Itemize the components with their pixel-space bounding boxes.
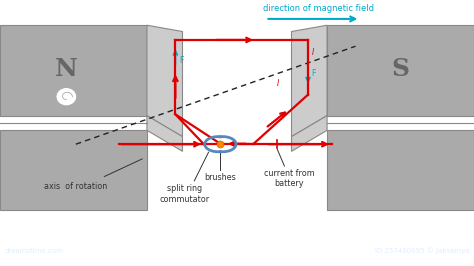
Polygon shape (292, 25, 327, 137)
Text: F: F (179, 56, 183, 65)
Text: axis  of rotation: axis of rotation (44, 182, 108, 191)
Polygon shape (327, 130, 474, 210)
Polygon shape (147, 116, 182, 151)
Text: ID 257460095 © Jaksamya: ID 257460095 © Jaksamya (375, 247, 469, 254)
Text: current from
battery: current from battery (264, 169, 315, 188)
Text: split ring
commutator: split ring commutator (160, 184, 210, 203)
Polygon shape (147, 25, 182, 137)
Text: N: N (55, 57, 78, 81)
Text: F: F (311, 69, 316, 78)
Polygon shape (0, 130, 147, 210)
Text: dreamstime.com: dreamstime.com (5, 248, 64, 254)
Polygon shape (292, 116, 327, 151)
Text: S: S (392, 57, 410, 81)
Text: brushes: brushes (205, 173, 236, 182)
Circle shape (56, 88, 77, 106)
Polygon shape (0, 25, 147, 116)
Polygon shape (327, 25, 474, 116)
Text: I: I (277, 79, 280, 88)
Text: direction of magnetic field: direction of magnetic field (263, 4, 374, 13)
Text: I: I (311, 48, 314, 57)
